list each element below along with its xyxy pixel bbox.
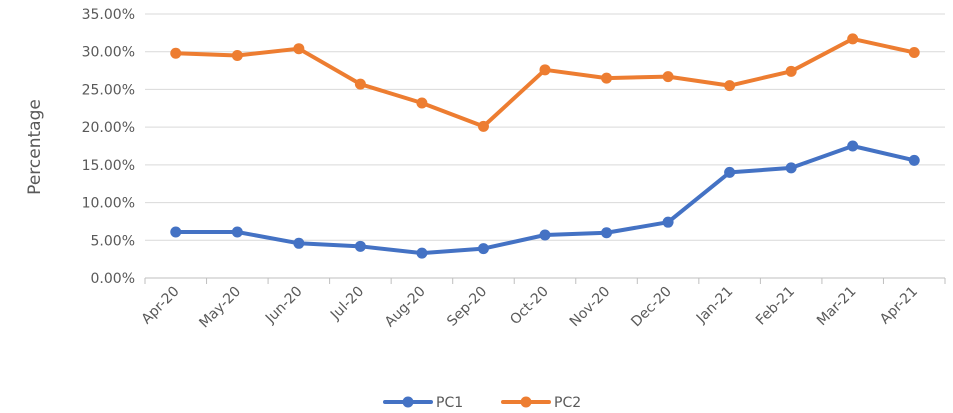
data-point-pc2 bbox=[539, 64, 551, 76]
x-tick-label: Apr-20 bbox=[139, 284, 183, 328]
data-point-pc2 bbox=[785, 65, 797, 77]
series-pc2 bbox=[170, 33, 920, 132]
y-tick-label: 25.00% bbox=[82, 82, 135, 98]
legend-swatch-marker bbox=[402, 396, 414, 408]
legend-item-pc1: PC1 bbox=[383, 395, 463, 411]
x-tick-label: Jul-20 bbox=[327, 284, 367, 324]
x-tick-label: Mar-21 bbox=[814, 284, 860, 330]
data-point-pc1 bbox=[539, 229, 551, 241]
data-point-pc1 bbox=[908, 154, 920, 166]
legend-item-pc2: PC2 bbox=[501, 395, 581, 411]
data-point-pc1 bbox=[477, 243, 489, 255]
data-point-pc2 bbox=[908, 46, 920, 58]
data-point-pc1 bbox=[293, 237, 305, 249]
x-tick-label: May-20 bbox=[196, 284, 244, 332]
y-tick-label: 5.00% bbox=[91, 233, 135, 249]
series-pc1 bbox=[170, 140, 920, 259]
x-tick-label: Jun-20 bbox=[262, 284, 306, 328]
data-point-pc1 bbox=[662, 216, 674, 228]
data-point-pc2 bbox=[477, 120, 489, 132]
data-point-pc2 bbox=[293, 43, 305, 55]
data-point-pc1 bbox=[724, 166, 736, 178]
x-tick-label: Feb-21 bbox=[753, 284, 798, 329]
y-tick-label: 10.00% bbox=[82, 196, 135, 212]
x-tick-label: Jan-21 bbox=[693, 284, 736, 327]
data-point-pc2 bbox=[170, 47, 182, 59]
x-tick-label: Aug-20 bbox=[382, 284, 429, 331]
y-tick-label: 20.00% bbox=[82, 120, 135, 136]
x-tick-label: Nov-20 bbox=[567, 284, 614, 331]
y-tick-label: 0.00% bbox=[91, 271, 135, 287]
data-point-pc2 bbox=[724, 80, 736, 92]
data-point-pc2 bbox=[847, 33, 859, 45]
series bbox=[170, 33, 920, 259]
legend-swatch-marker bbox=[520, 396, 532, 408]
y-tick-label: 30.00% bbox=[82, 45, 135, 61]
x-tick-label: Dec-20 bbox=[628, 284, 675, 331]
y-axis-ticks: 0.00% 5.00% 10.00% 15.00% 20.00% 25.00% 30.00%… bbox=[82, 7, 135, 287]
data-point-pc2 bbox=[416, 97, 428, 109]
data-point-pc1 bbox=[847, 140, 859, 152]
legend: PC1 PC2 bbox=[383, 395, 581, 411]
data-point-pc1 bbox=[416, 247, 428, 259]
legend-label: PC1 bbox=[436, 395, 463, 411]
y-tick-label: 15.00% bbox=[82, 158, 135, 174]
data-point-pc2 bbox=[354, 78, 366, 90]
x-tick-label: Oct-20 bbox=[507, 284, 552, 329]
data-point-pc2 bbox=[231, 49, 243, 61]
data-point-pc2 bbox=[601, 72, 613, 84]
x-tick-label: Sep-20 bbox=[444, 284, 490, 330]
y-axis-label: Percentage bbox=[25, 99, 45, 195]
y-tick-label: 35.00% bbox=[82, 7, 135, 23]
data-point-pc1 bbox=[170, 226, 182, 238]
x-tick-label: Apr-21 bbox=[877, 284, 921, 328]
data-point-pc1 bbox=[601, 227, 613, 239]
data-point-pc1 bbox=[354, 240, 366, 252]
x-axis-ticks: Apr-20 May-20 Jun-20 Jul-20 Aug-20 Sep-20 Oct-… bbox=[139, 278, 946, 332]
data-point-pc1 bbox=[231, 226, 243, 238]
legend-label: PC2 bbox=[554, 395, 581, 411]
data-point-pc1 bbox=[785, 162, 797, 174]
data-point-pc2 bbox=[662, 71, 674, 83]
